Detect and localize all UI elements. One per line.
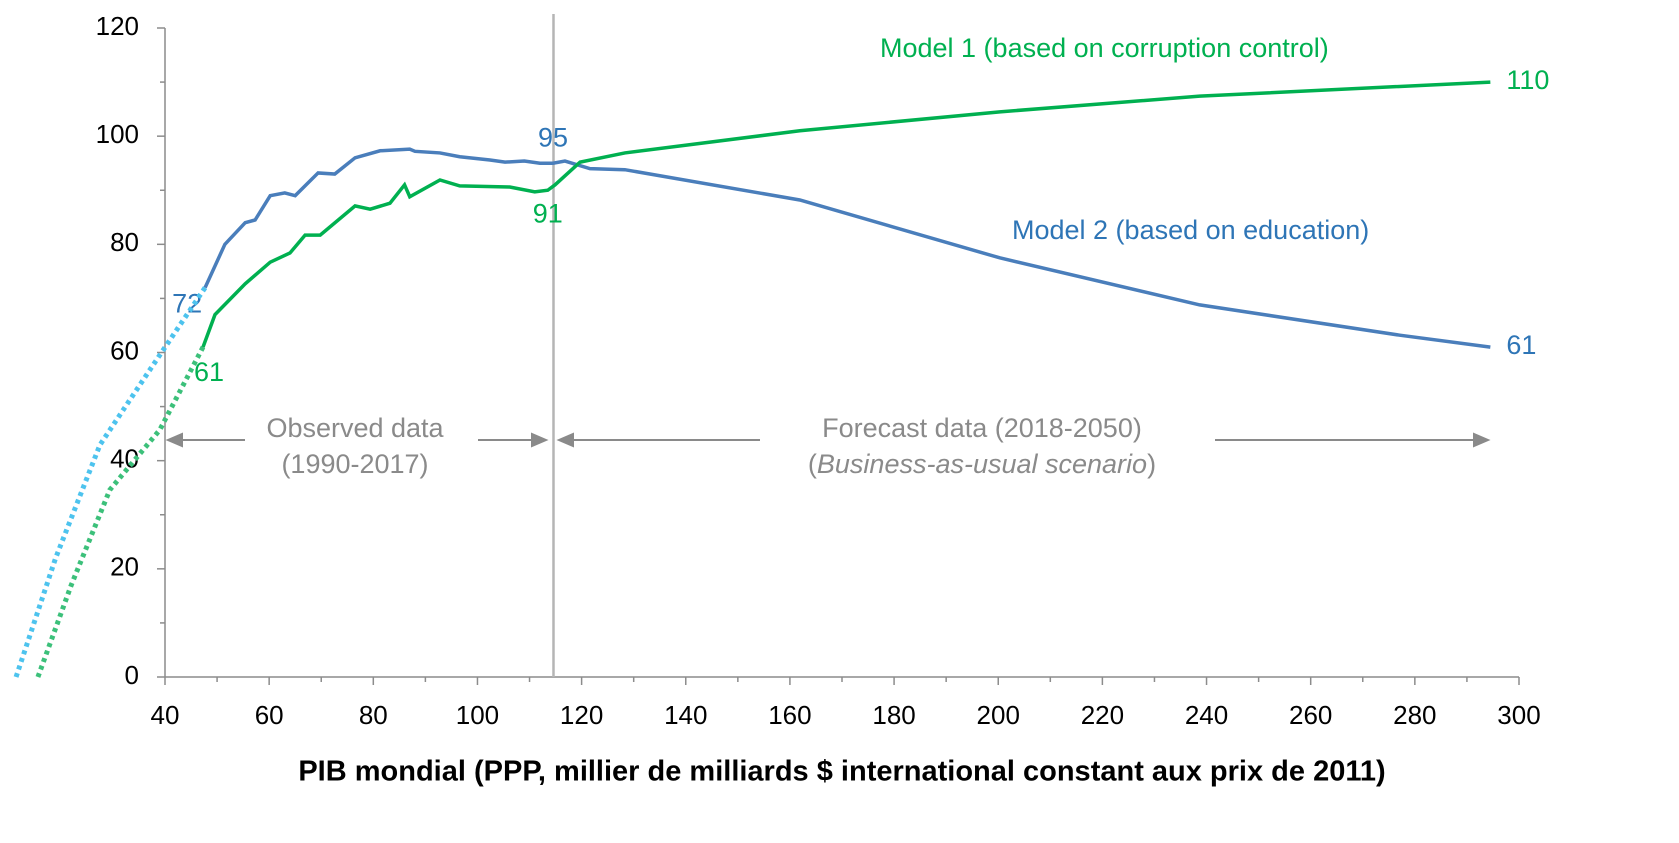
- y-tick-label: 20: [110, 552, 139, 582]
- x-tick-label: 280: [1393, 700, 1436, 730]
- x-tick-label: 40: [151, 700, 180, 730]
- y-tick-label: 100: [96, 119, 139, 149]
- line: [201, 80, 1491, 348]
- x-tick-label: 140: [664, 700, 707, 730]
- y-tick-label: 120: [96, 11, 139, 41]
- arrow-head: [165, 432, 183, 448]
- x-tick-label: 260: [1289, 700, 1332, 730]
- data-label: 61: [1506, 330, 1536, 360]
- line: [203, 147, 1491, 349]
- dotted-line: [35, 345, 206, 678]
- x-tick-label: 180: [872, 700, 915, 730]
- annotation-part: Business-as-usual scenario: [817, 449, 1147, 479]
- x-tick-label: 120: [560, 700, 603, 730]
- x-tick-label: 220: [1081, 700, 1124, 730]
- annotation: (Business-as-usual scenario): [808, 449, 1156, 479]
- x-tick-label: 240: [1185, 700, 1228, 730]
- data-label: 110: [1506, 65, 1549, 95]
- arrow-head: [556, 432, 574, 448]
- annotation: Observed data: [266, 413, 444, 443]
- x-tick-label: 100: [456, 700, 499, 730]
- y-tick-label: 80: [110, 227, 139, 257]
- series-label: Model 2 (based on education): [1012, 215, 1369, 245]
- x-tick-label: 200: [977, 700, 1020, 730]
- series-label: Model 1 (based on corruption control): [880, 33, 1329, 63]
- arrows: [165, 432, 1491, 448]
- x-tick-label: 160: [768, 700, 811, 730]
- dotted-line: [13, 286, 208, 678]
- x-axis-label: PIB mondial (PPP, millier de milliards $…: [298, 756, 1385, 788]
- x-tick-label: 60: [255, 700, 284, 730]
- annotation-part: (: [808, 449, 817, 479]
- annotation-part: ): [1147, 449, 1156, 479]
- annotation: Forecast data (2018-2050): [822, 413, 1142, 443]
- arrow-head: [1473, 432, 1491, 448]
- x-tick-label: 300: [1497, 700, 1540, 730]
- annotation: (1990-2017): [281, 449, 428, 479]
- y-tick-label: 0: [125, 660, 139, 690]
- data-label: 91: [533, 198, 563, 228]
- data-label: 61: [194, 357, 224, 387]
- data-label: 95: [538, 122, 568, 152]
- y-tick-label: 60: [110, 335, 139, 365]
- x-tick-label: 80: [359, 700, 388, 730]
- arrow-head: [531, 432, 549, 448]
